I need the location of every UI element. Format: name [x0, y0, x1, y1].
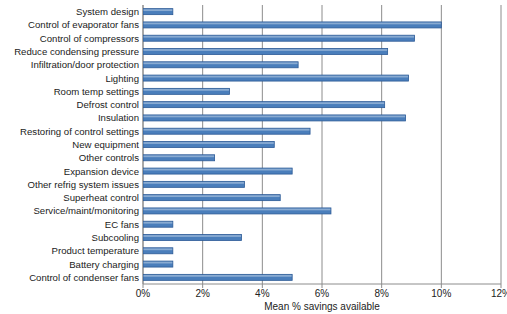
tick-label: 6% — [315, 288, 330, 299]
category-label: Infiltration/door protection — [31, 59, 139, 70]
category-label: Subcooling — [92, 232, 139, 243]
bar — [143, 9, 173, 15]
bar — [143, 195, 280, 201]
category-label: Defrost control — [77, 99, 139, 110]
category-label: Other controls — [79, 152, 139, 163]
category-label: Control of evaporator fans — [28, 19, 139, 30]
bar-highlight — [144, 195, 280, 197]
tick-label: 10% — [431, 288, 451, 299]
category-label: Lighting — [105, 73, 139, 84]
bar-highlight — [144, 76, 409, 78]
bar — [143, 62, 298, 68]
bar — [143, 35, 414, 41]
bar-highlight — [144, 222, 173, 224]
bar-highlight — [144, 182, 244, 184]
bar-highlight — [144, 116, 406, 118]
bar-highlight — [144, 36, 414, 38]
bar-highlight — [144, 235, 241, 237]
bar — [143, 168, 292, 174]
bar — [143, 274, 292, 280]
bars — [143, 9, 441, 281]
bar-highlight — [144, 169, 292, 171]
category-label: Product temperature — [52, 245, 139, 256]
bar — [143, 22, 441, 28]
bar — [143, 88, 230, 94]
bar-highlight — [144, 129, 310, 131]
bar — [143, 261, 173, 267]
bar — [143, 181, 244, 187]
bar-highlight — [144, 209, 331, 211]
bar — [143, 235, 241, 241]
tick-label: 2% — [195, 288, 210, 299]
category-label: Insulation — [98, 112, 139, 123]
category-label: Superheat control — [63, 192, 139, 203]
category-label: Other refrig system issues — [28, 179, 140, 190]
bar-highlight — [144, 155, 215, 157]
bar — [143, 128, 310, 134]
tick-label: 12% — [491, 288, 507, 299]
category-label: EC fans — [105, 219, 139, 230]
bar-highlight — [144, 9, 173, 11]
tick-label: 4% — [255, 288, 270, 299]
category-label: Battery charging — [69, 259, 139, 270]
bar — [143, 221, 173, 227]
axis-title: Mean % savings available — [264, 301, 380, 312]
bar — [143, 75, 409, 81]
category-label: Reduce condensing pressure — [14, 46, 139, 57]
grid-line — [322, 5, 323, 284]
x-axis — [143, 284, 501, 285]
bar-highlight — [144, 23, 441, 25]
category-label: Control of condenser fans — [29, 272, 139, 283]
tick-label: 8% — [374, 288, 389, 299]
bar-highlight — [144, 262, 173, 264]
bar-highlight — [144, 89, 230, 91]
grid-line — [501, 5, 502, 284]
bar — [143, 155, 215, 161]
grid-line — [441, 5, 442, 284]
bar — [143, 142, 274, 148]
bar-highlight — [144, 275, 292, 277]
bar — [143, 102, 385, 108]
bar — [143, 208, 331, 214]
bar — [143, 248, 173, 254]
category-label: New equipment — [72, 139, 139, 150]
tick-label: 0% — [136, 288, 151, 299]
bar-highlight — [144, 102, 385, 104]
bar — [143, 49, 388, 55]
category-label: Control of compressors — [40, 33, 139, 44]
category-label: Restoring of control settings — [20, 126, 139, 137]
bar-highlight — [144, 49, 388, 51]
category-label: Service/maint/monitoring — [33, 205, 139, 216]
category-label: Room temp settings — [54, 86, 140, 97]
chart: 0% 2% 4% 6% 8% 10% 12% System design Control of … — [0, 0, 507, 314]
category-label: Expansion device — [64, 166, 139, 177]
bar — [143, 115, 406, 121]
bar-highlight — [144, 248, 173, 250]
grid-line — [381, 5, 382, 284]
bar-highlight — [144, 62, 298, 64]
bar-highlight — [144, 142, 274, 144]
category-label: System design — [76, 6, 139, 17]
